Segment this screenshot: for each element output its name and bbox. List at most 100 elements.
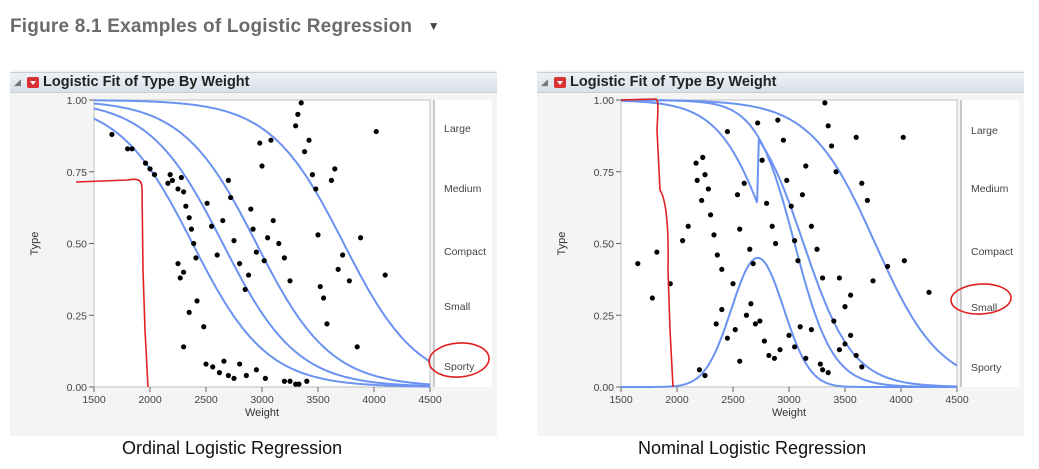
x-tick-label: 1500 <box>609 394 633 406</box>
data-point <box>321 295 327 301</box>
disclosure-triangle-icon[interactable]: ◢ <box>14 77 21 87</box>
data-point <box>649 295 655 301</box>
data-point <box>788 203 794 209</box>
data-point <box>250 226 256 232</box>
data-point <box>803 355 809 361</box>
data-point <box>169 177 175 183</box>
data-point <box>752 321 758 327</box>
annotation-stroke <box>620 98 674 388</box>
category-label: Small <box>971 302 997 314</box>
nominal-caption: Nominal Logistic Regression <box>638 438 867 458</box>
data-point <box>817 361 823 367</box>
fit-curve <box>621 99 958 367</box>
data-point <box>842 341 848 347</box>
x-tick-label: 3000 <box>250 394 274 406</box>
fit-curve <box>94 99 431 363</box>
data-point <box>304 378 310 384</box>
red-triangle-menu-icon[interactable] <box>554 77 566 88</box>
data-point <box>732 327 738 333</box>
data-point <box>926 289 932 295</box>
fit-curve <box>621 256 957 388</box>
data-point <box>281 255 287 261</box>
y-tick-label: 0.75 <box>594 167 615 179</box>
data-point <box>808 327 814 333</box>
data-point <box>750 260 756 267</box>
category-label: Compact <box>444 246 486 258</box>
data-point <box>795 258 801 264</box>
x-tick-label: 3500 <box>306 394 330 406</box>
x-tick-label: 3000 <box>777 394 801 406</box>
panel-title: Logistic Fit of Type By Weight <box>570 74 777 90</box>
data-point <box>747 246 753 252</box>
data-point <box>808 223 814 229</box>
red-triangle-menu-icon[interactable] <box>27 77 39 88</box>
data-point <box>261 258 267 264</box>
data-point <box>265 235 271 241</box>
data-point <box>178 174 184 181</box>
data-point <box>833 169 839 175</box>
data-point <box>724 128 730 135</box>
data-point <box>737 358 743 364</box>
data-point <box>181 344 187 350</box>
data-point <box>259 163 265 169</box>
data-point <box>822 100 828 106</box>
data-point <box>231 238 237 244</box>
data-point <box>699 197 705 204</box>
data-point <box>825 123 831 129</box>
dropdown-triangle-icon[interactable]: ▼ <box>427 19 440 33</box>
y-tick-label: 0.75 <box>67 167 88 179</box>
data-point <box>836 347 842 353</box>
y-tick-label: 1.00 <box>594 95 615 107</box>
data-point <box>734 192 741 198</box>
data-point <box>276 240 282 247</box>
data-point <box>685 223 691 229</box>
data-point <box>848 332 854 338</box>
data-point <box>315 232 321 238</box>
disclosure-triangle-icon[interactable]: ◢ <box>541 77 548 87</box>
data-point <box>775 117 781 123</box>
data-point <box>221 358 227 364</box>
data-point <box>253 249 259 255</box>
data-point <box>228 194 234 201</box>
data-point <box>853 134 859 140</box>
data-point <box>654 249 660 255</box>
data-point <box>635 260 641 267</box>
data-point <box>859 364 865 370</box>
category-label: Sporty <box>971 362 1002 374</box>
x-tick-label: 2500 <box>721 394 745 406</box>
data-point <box>713 321 719 327</box>
plot-area <box>93 99 431 388</box>
data-point <box>151 172 158 178</box>
data-point <box>243 372 249 379</box>
data-point <box>332 166 338 172</box>
data-point <box>245 272 252 278</box>
y-tick-label: 0.50 <box>594 239 615 251</box>
data-point <box>771 355 778 361</box>
data-point <box>262 375 268 381</box>
data-point <box>786 332 792 338</box>
data-point <box>743 312 750 318</box>
figure-title[interactable]: Figure 8.1 Examples of Logistic Regressi… <box>10 16 440 38</box>
data-point <box>175 186 181 192</box>
data-point <box>181 269 187 275</box>
data-point <box>831 318 837 324</box>
data-point <box>784 177 790 183</box>
data-point <box>705 186 711 192</box>
fit-curve <box>93 107 430 387</box>
ordinal-chart: 0.00 0.25 0.50 0.75 1.00 1500 2000 2500 3000 3500… <box>29 95 492 419</box>
data-point <box>194 298 200 304</box>
data-point <box>702 372 708 379</box>
data-point <box>761 338 767 344</box>
data-point <box>708 212 714 218</box>
data-point <box>901 258 907 264</box>
data-point <box>129 146 135 152</box>
x-axis-title: Weight <box>772 407 806 419</box>
data-point <box>201 324 207 330</box>
data-point <box>814 246 820 252</box>
data-point <box>700 154 706 160</box>
data-point <box>884 263 891 270</box>
data-point <box>203 361 209 367</box>
data-point <box>306 137 312 143</box>
data-point <box>270 217 276 224</box>
data-point <box>165 180 171 186</box>
